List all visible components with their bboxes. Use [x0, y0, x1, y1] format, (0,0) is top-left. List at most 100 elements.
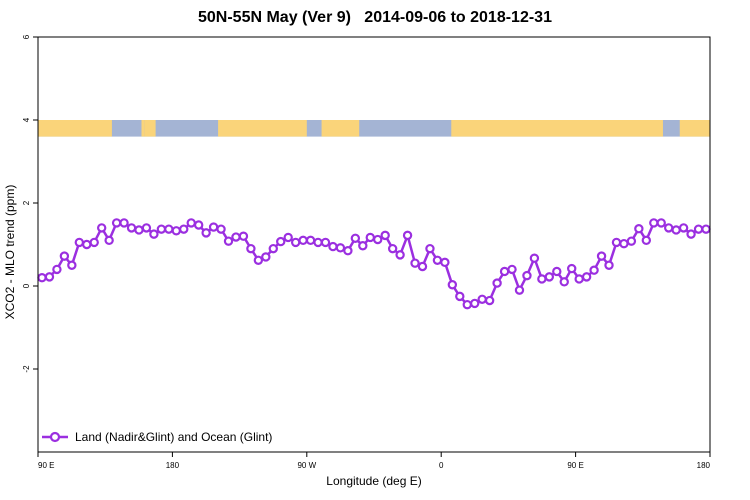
land-segment-6	[679, 120, 710, 137]
data-point	[455, 291, 465, 302]
data-point	[67, 260, 77, 270]
data-point	[320, 237, 331, 248]
plot-frame	[37, 36, 711, 453]
data-point	[656, 218, 666, 228]
data-point	[380, 230, 390, 241]
data-point	[425, 243, 435, 254]
x-tick-label: 90 E	[38, 461, 54, 470]
data-point	[313, 237, 323, 248]
data-point	[387, 243, 398, 254]
data-point	[268, 243, 278, 254]
data-point	[119, 218, 129, 228]
series-points-layer	[37, 218, 711, 310]
data-point	[507, 264, 517, 275]
data-point	[514, 285, 525, 295]
data-point	[641, 235, 652, 246]
data-point	[305, 235, 316, 246]
data-point	[335, 243, 346, 253]
data-point	[96, 223, 107, 233]
data-point	[328, 241, 338, 252]
data-point	[484, 295, 495, 306]
data-point	[559, 277, 569, 287]
data-point	[283, 232, 293, 243]
data-point	[402, 230, 413, 241]
data-point	[522, 270, 532, 281]
data-point	[193, 220, 204, 230]
data-point	[693, 224, 704, 234]
data-point	[276, 236, 286, 247]
data-point	[395, 250, 405, 260]
data-point	[410, 258, 420, 268]
y-tick-label: 2	[22, 200, 31, 205]
x-tick-label: 0	[439, 461, 444, 470]
data-point	[149, 229, 159, 239]
x-tick-label: 90 E	[567, 461, 583, 470]
y-axis-label: XCO2 - MLO trend (ppm)	[3, 184, 17, 320]
land-segment-0	[38, 120, 112, 137]
data-point	[208, 222, 219, 232]
x-tick-label: 180	[166, 461, 180, 470]
x-tick-label: 180	[697, 461, 711, 470]
land-segment-3	[218, 120, 307, 137]
y-axis: -2 0 2 4 6	[22, 34, 38, 373]
x-axis: 90 E 180 90 W 0 90 E 180	[37, 452, 711, 470]
data-point	[686, 229, 696, 239]
x-tick-label: 90 W	[297, 461, 316, 470]
data-point	[74, 237, 85, 248]
data-point	[290, 237, 301, 248]
data-point	[216, 224, 226, 234]
data-point	[611, 237, 622, 248]
data-point	[499, 266, 510, 277]
data-point	[186, 218, 196, 228]
data-point	[365, 232, 375, 243]
data-point	[492, 278, 502, 288]
land-ocean-mask-band	[38, 120, 710, 137]
data-point	[134, 225, 144, 235]
y-tick-label: 0	[22, 283, 31, 288]
land-segment-1	[141, 120, 145, 137]
data-point	[634, 224, 644, 234]
data-point	[626, 236, 637, 246]
data-point	[552, 266, 562, 277]
data-point	[663, 223, 674, 233]
data-point	[581, 272, 592, 282]
data-point	[574, 274, 584, 284]
y-tick-label: -2	[22, 365, 31, 373]
data-point	[111, 218, 122, 228]
data-point	[201, 228, 211, 238]
data-point	[179, 224, 189, 234]
data-point	[231, 232, 241, 242]
data-point	[82, 239, 92, 250]
data-point	[253, 255, 264, 265]
data-point	[59, 251, 70, 261]
data-point	[238, 231, 249, 241]
data-point	[432, 255, 443, 265]
data-point	[171, 226, 181, 236]
data-point	[126, 223, 137, 233]
data-point	[156, 224, 167, 234]
data-point	[604, 260, 614, 270]
data-point	[462, 299, 472, 310]
data-point	[164, 224, 174, 234]
land-segment-5	[451, 120, 663, 137]
data-point	[44, 272, 55, 282]
y-tick-label: 6	[22, 34, 31, 39]
data-point	[141, 223, 152, 233]
legend-label: Land (Nadir&Glint) and Ocean (Glint)	[75, 430, 272, 444]
x-axis-label: Longitude (deg E)	[326, 474, 422, 488]
data-point	[701, 224, 711, 234]
data-point	[477, 294, 487, 304]
data-point	[537, 274, 547, 284]
data-point	[567, 263, 577, 274]
chart-title: 50N-55N May (Ver 9) 2014-09-06 to 2018-1…	[198, 9, 552, 26]
data-point	[246, 243, 256, 254]
y-tick-label: 4	[22, 117, 31, 122]
data-point	[417, 261, 428, 272]
data-point	[37, 273, 47, 283]
data-point	[350, 233, 361, 243]
data-point	[89, 237, 99, 248]
data-point	[52, 264, 62, 275]
data-point	[671, 225, 681, 235]
legend: Land (Nadir&Glint) and Ocean (Glint)	[42, 430, 272, 444]
